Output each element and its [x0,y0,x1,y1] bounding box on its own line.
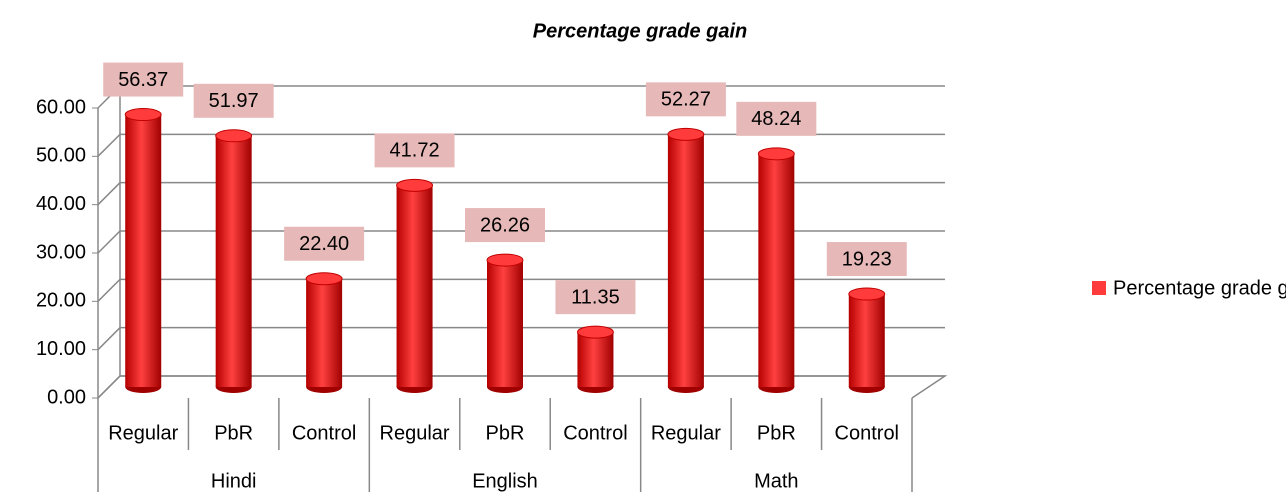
bar [487,260,523,387]
y-tick-label: 0.00 [47,386,86,408]
bar [125,114,162,388]
value-label-box [736,101,817,136]
value-label: 11.35 [571,286,620,308]
x-tick-label: Regular [108,422,178,444]
group-label: Math [754,470,798,492]
x-tick-label: PbR [486,422,525,444]
value-label: 51.97 [209,90,259,112]
bar-top [667,127,705,141]
value-label: 48.24 [751,108,801,130]
legend-swatch [1092,281,1106,295]
y-tick-label: 30.00 [36,241,86,263]
legend-label: Percentage grade gain [1113,277,1286,299]
value-label-box [826,242,907,277]
y-tick-label: 20.00 [36,290,86,312]
y-tick-label: 60.00 [36,96,86,118]
bar [306,278,343,387]
y-tick-label: 50.00 [36,145,86,167]
value-label-box [103,62,184,97]
value-label-box [645,82,726,117]
x-tick-label: PbR [214,422,253,444]
bar-top [305,272,343,286]
value-label: 52.27 [661,89,711,111]
bar [215,135,252,387]
x-tick-label: Control [563,422,627,444]
value-label-box [374,133,455,168]
x-tick-label: PbR [757,422,796,444]
value-label: 19.23 [842,248,892,270]
bar-top [486,253,524,267]
bar [848,294,885,387]
bar [758,153,795,387]
bar-top [757,147,795,161]
bar-top [576,325,614,339]
bar-top [396,178,434,192]
value-label-box [465,208,545,243]
bar [667,134,704,387]
bar [577,332,614,387]
value-label: 26.26 [480,214,530,236]
group-label: English [472,470,538,492]
value-label: 22.40 [299,233,349,255]
bar-top [215,129,253,143]
value-label: 56.37 [118,69,168,91]
value-label-box [555,280,636,315]
x-tick-label: Control [835,422,899,444]
group-label: Hindi [211,470,257,492]
bar-top [124,108,162,122]
y-tick-label: 10.00 [36,338,86,360]
chart-title: Percentage grade gain [533,20,748,42]
x-tick-label: Control [292,422,356,444]
value-label-box [193,83,274,118]
x-tick-label: Regular [651,422,721,444]
value-label-box [284,226,365,261]
y-tick-label: 40.00 [36,193,86,215]
bar [396,185,433,387]
x-tick-label: Regular [380,422,450,444]
bar-top [848,287,886,301]
value-label: 41.72 [390,140,440,162]
